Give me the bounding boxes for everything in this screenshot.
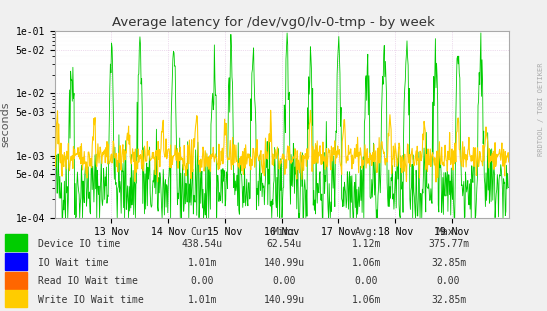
Text: 1.01m: 1.01m: [188, 258, 217, 268]
Text: 140.99u: 140.99u: [264, 295, 305, 305]
Text: Device IO time: Device IO time: [38, 239, 120, 249]
Text: 375.77m: 375.77m: [428, 239, 469, 249]
Text: IO Wait time: IO Wait time: [38, 258, 109, 268]
Text: 0.00: 0.00: [273, 276, 296, 286]
Bar: [5, 253, 27, 270]
Text: 32.85m: 32.85m: [431, 295, 466, 305]
Text: 32.85m: 32.85m: [431, 258, 466, 268]
Text: 140.99u: 140.99u: [264, 258, 305, 268]
Text: Write IO Wait time: Write IO Wait time: [38, 295, 144, 305]
Text: Cur:: Cur:: [191, 227, 214, 237]
Text: 62.54u: 62.54u: [267, 239, 302, 249]
Text: Average latency for /dev/vg0/lv-0-tmp - by week: Average latency for /dev/vg0/lv-0-tmp - …: [112, 16, 435, 29]
Text: Max:: Max:: [437, 227, 460, 237]
Text: 0.00: 0.00: [437, 276, 460, 286]
Text: 1.06m: 1.06m: [352, 295, 381, 305]
Text: Avg:: Avg:: [355, 227, 378, 237]
Text: RRDTOOL / TOBI OETIKER: RRDTOOL / TOBI OETIKER: [538, 62, 544, 156]
Text: Min:: Min:: [273, 227, 296, 237]
Bar: [5, 234, 27, 251]
Text: 438.54u: 438.54u: [182, 239, 223, 249]
Y-axis label: seconds: seconds: [0, 102, 10, 147]
Bar: [5, 290, 27, 307]
Text: 1.06m: 1.06m: [352, 258, 381, 268]
Text: Read IO Wait time: Read IO Wait time: [38, 276, 138, 286]
Text: 1.12m: 1.12m: [352, 239, 381, 249]
Text: 1.01m: 1.01m: [188, 295, 217, 305]
Text: 0.00: 0.00: [191, 276, 214, 286]
Bar: [5, 272, 27, 289]
Text: 0.00: 0.00: [355, 276, 378, 286]
